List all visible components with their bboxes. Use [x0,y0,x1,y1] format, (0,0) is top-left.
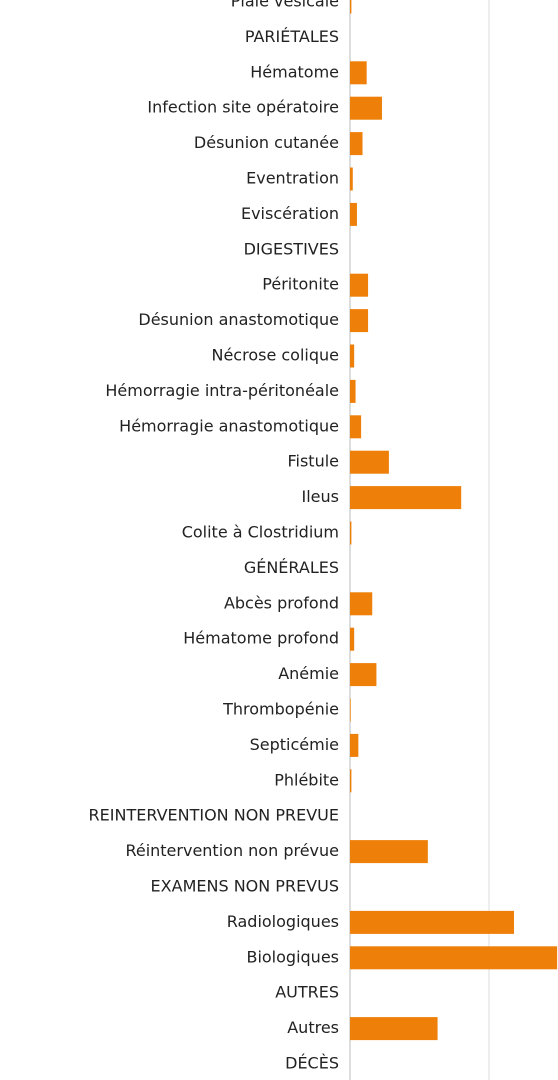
category-label: Hémorragie intra-péritonéale [105,381,339,400]
bar [350,627,355,651]
bar [350,132,363,156]
bar [350,379,356,403]
category-label: Biologiques [246,947,339,966]
category-label: Plaie vésicale [231,0,339,11]
bar [350,273,369,297]
bar [350,450,389,474]
category-label: Autres [287,1018,339,1037]
category-label: Nécrose colique [211,346,339,365]
category-label: Thrombopénie [222,700,339,719]
bar [350,910,515,934]
category-label: Septicémie [250,735,339,754]
category-label: Infection site opératoire [147,98,339,117]
bar [350,344,355,368]
category-label: Anémie [278,664,339,683]
category-label: Hématome [250,62,339,81]
bar [350,769,352,793]
bar [350,167,353,191]
category-label: Réintervention non prévue [125,841,339,860]
category-label: Colite à Clostridium [182,523,339,542]
bar [350,486,462,510]
category-label: Hématome profond [183,629,339,648]
category-label: REINTERVENTION NON PREVUE [89,806,339,825]
category-label: Hémorragie anastomotique [119,416,339,435]
bar [350,592,373,616]
category-label: PARIÉTALES [245,27,339,46]
category-label: DÉCÈS [285,1054,339,1073]
category-label: Désunion cutanée [194,133,339,152]
bar [350,202,357,226]
bar [350,698,351,722]
bar [350,663,377,687]
bar [350,309,369,333]
category-label: Phlébite [274,770,339,789]
category-label: DIGESTIVES [244,239,339,258]
bar [350,1017,438,1041]
category-label: AUTRES [275,983,339,1002]
bar [350,61,367,85]
category-label: Désunion anastomotique [138,310,339,329]
bar [350,96,382,120]
category-label: Eventration [246,169,339,188]
category-label: Abcès profond [224,593,339,612]
category-label: Ileus [302,487,339,506]
bar [350,521,352,545]
bar [350,0,352,14]
category-label: EXAMENS NON PREVUS [151,877,339,896]
bar [350,415,362,439]
category-label: Radiologiques [227,912,339,931]
bar [350,946,558,970]
category-label: Péritonite [262,275,339,294]
bar [350,840,428,864]
category-label: Fistule [287,452,339,471]
category-label: GÉNÉRALES [244,558,339,577]
bar [350,733,359,757]
category-label: Eviscération [241,204,339,223]
